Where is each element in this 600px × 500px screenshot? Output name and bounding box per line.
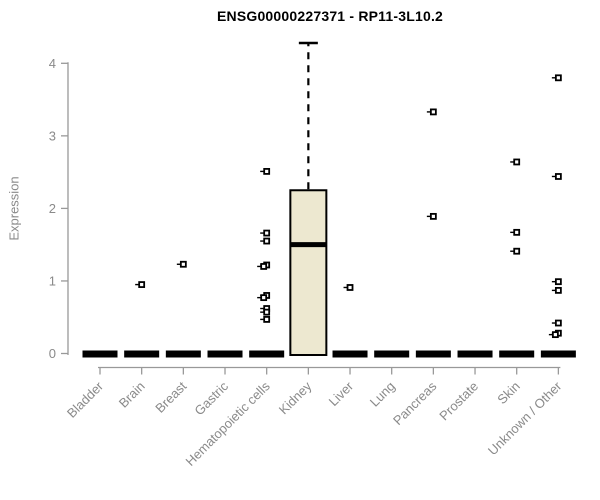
y-tick-label: 0 — [49, 346, 56, 361]
outlier-point — [554, 278, 562, 286]
box-brain — [124, 281, 160, 358]
y-tick-label: 3 — [49, 128, 56, 143]
collapsed-box — [457, 350, 493, 358]
outlier-point — [554, 173, 562, 180]
outlier-point — [260, 294, 268, 302]
outlier-point — [513, 228, 521, 236]
outlier-point — [554, 286, 562, 294]
y-axis: 0 1 2 3 4 — [49, 56, 69, 361]
x-tick-label: Breast — [152, 378, 189, 415]
outlier-point — [263, 229, 271, 237]
collapsed-box — [540, 350, 576, 358]
collapsed-box — [332, 350, 368, 358]
box-body — [289, 189, 328, 356]
collapsed-box — [82, 350, 118, 358]
outlier-point — [513, 247, 521, 255]
box-breast — [165, 260, 201, 358]
outlier-point — [138, 281, 146, 288]
box-lung — [374, 350, 410, 358]
outlier-point — [513, 158, 521, 166]
outlier-point — [554, 74, 562, 82]
box-liver — [332, 284, 368, 358]
collapsed-box — [124, 350, 160, 358]
collapsed-box — [415, 350, 451, 358]
x-tick-label: Lung — [367, 379, 398, 410]
collapsed-box — [165, 350, 201, 358]
box-bladder — [82, 350, 118, 358]
y-tick-label: 1 — [49, 273, 56, 288]
collapsed-box — [499, 350, 535, 358]
x-tick-label: Bladder — [64, 378, 107, 421]
outlier-point — [346, 284, 354, 291]
x-tick-label: Gastric — [191, 378, 231, 418]
outlier-point — [554, 319, 562, 327]
outlier-point — [260, 263, 268, 270]
y-tick-label: 4 — [49, 56, 56, 71]
outlier-point — [263, 237, 271, 245]
x-tick-label: Brain — [116, 379, 148, 411]
box-kidney — [289, 41, 328, 356]
box-pancreas — [415, 108, 451, 358]
outlier-point — [179, 260, 187, 268]
collapsed-box — [249, 350, 285, 358]
outlier-point — [551, 331, 559, 339]
chart-title: ENSG00000227371 - RP11-3L10.2 — [216, 8, 444, 24]
y-tick-label: 2 — [49, 201, 56, 216]
x-tick-label: Liver — [326, 378, 357, 409]
box-gastric — [207, 350, 243, 358]
box-skin — [499, 158, 535, 358]
box-unknown-other — [540, 74, 576, 358]
outlier-point — [263, 308, 271, 316]
outlier-point — [429, 108, 437, 116]
box-hematopoietic-cells — [249, 167, 285, 358]
x-tick-label: Unknown / Other — [485, 378, 565, 458]
x-tick-label: Kidney — [276, 378, 315, 417]
x-tick-label: Skin — [494, 379, 522, 407]
collapsed-box — [207, 350, 243, 358]
x-tick-label: Prostate — [436, 379, 481, 424]
x-tick-label: Pancreas — [390, 378, 440, 428]
box-prostate — [457, 350, 493, 358]
y-axis-title: Expression — [6, 176, 22, 241]
outlier-point — [429, 212, 437, 220]
collapsed-box — [374, 350, 410, 358]
outlier-point — [263, 316, 271, 323]
outlier-point — [263, 167, 271, 175]
